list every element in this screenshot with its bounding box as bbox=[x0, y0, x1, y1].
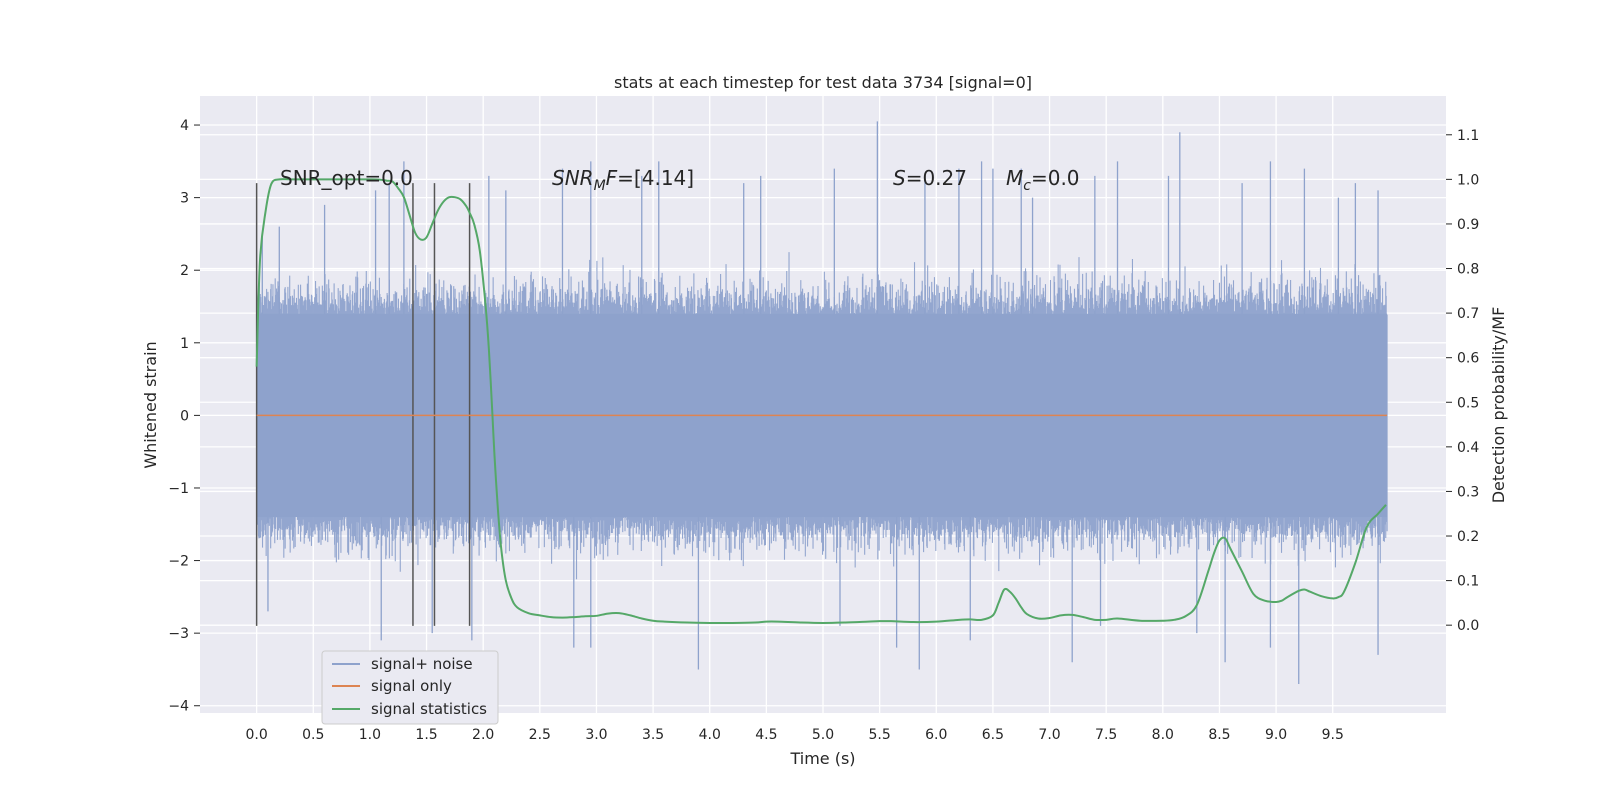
y-tick-label-left: 1 bbox=[180, 336, 189, 352]
y-axis-label-left: Whitened strain bbox=[141, 341, 160, 468]
legend-box bbox=[321, 650, 499, 725]
y-tick-labels-left: 4 3 2 1 0 −1 −2 −3 −4 bbox=[168, 118, 189, 715]
x-tick-label: 1.5 bbox=[415, 727, 437, 743]
x-tick-label: 3.5 bbox=[642, 727, 664, 743]
x-tick-label: 5.0 bbox=[812, 727, 834, 743]
x-tick-label: 0.5 bbox=[302, 727, 324, 743]
x-tick-label: 0.0 bbox=[246, 727, 268, 743]
legend-label-signal-noise: signal+ noise bbox=[371, 655, 473, 673]
y-tick-label-right: 1.0 bbox=[1457, 172, 1479, 188]
x-tick-label: 6.0 bbox=[925, 727, 947, 743]
x-tick-label: 4.0 bbox=[699, 727, 721, 743]
x-tick-labels: 0.0 0.5 1.0 1.5 2.0 2.5 3.0 3.5 4.0 4.5 5.0 5.5 6.0 6… bbox=[246, 727, 1344, 743]
y-tick-label-left: 3 bbox=[180, 191, 189, 207]
x-tick-label: 8.5 bbox=[1208, 727, 1230, 743]
y-tick-label-right: 0.4 bbox=[1457, 440, 1479, 456]
x-tick-label: 3.0 bbox=[585, 727, 607, 743]
y-tick-label-right: 0.5 bbox=[1457, 395, 1479, 411]
y-tick-label-left: −4 bbox=[168, 699, 189, 715]
y-tick-label-right: 0.6 bbox=[1457, 351, 1479, 367]
y-tick-label-left: 4 bbox=[180, 118, 189, 134]
x-tick-label: 8.0 bbox=[1152, 727, 1174, 743]
legend-label-signal-statistics: signal statistics bbox=[371, 700, 487, 718]
y-tick-labels-right: 1.1 1.0 0.9 0.8 0.7 0.6 0.5 0.4 0.3 0.2 0.1 0.0 bbox=[1457, 128, 1479, 634]
x-tick-label: 2.5 bbox=[529, 727, 551, 743]
y-tick-label-right: 0.0 bbox=[1457, 618, 1479, 634]
x-tick-label: 6.5 bbox=[982, 727, 1004, 743]
y-tick-label-right: 0.3 bbox=[1457, 484, 1479, 500]
y-tick-label-right: 0.1 bbox=[1457, 574, 1479, 590]
x-tick-label: 5.5 bbox=[869, 727, 891, 743]
y-tick-label-right: 0.8 bbox=[1457, 262, 1479, 278]
x-tick-label: 7.5 bbox=[1095, 727, 1117, 743]
x-tick-label: 9.0 bbox=[1265, 727, 1287, 743]
annotation-snr-mf: SNRMF=[4.14] bbox=[552, 166, 694, 194]
x-axis-label: Time (s) bbox=[789, 749, 855, 768]
y-tick-label-right: 1.1 bbox=[1457, 128, 1479, 144]
y-tick-label-left: −1 bbox=[168, 481, 189, 497]
vertical-markers bbox=[255, 183, 471, 626]
x-tick-label: 2.0 bbox=[472, 727, 494, 743]
y-tick-label-right: 0.9 bbox=[1457, 217, 1479, 233]
x-tick-label: 1.0 bbox=[359, 727, 381, 743]
y-tick-label-right: 0.2 bbox=[1457, 529, 1479, 545]
y-tick-label-left: 0 bbox=[180, 408, 189, 424]
y-tick-label-right: 0.7 bbox=[1457, 306, 1479, 322]
x-tick-label: 4.5 bbox=[755, 727, 777, 743]
annotation-s: S=0.27 bbox=[893, 166, 967, 190]
legend-label-signal-only: signal only bbox=[371, 677, 452, 695]
annotation-snr-opt: SNR_opt=0.0 bbox=[280, 166, 413, 190]
legend: signal+ noise signal only signal statist… bbox=[321, 650, 499, 725]
chart-title: stats at each timestep for test data 373… bbox=[614, 73, 1032, 92]
y-tick-label-left: 2 bbox=[180, 263, 189, 279]
x-tick-label: 7.0 bbox=[1038, 727, 1060, 743]
series-signal-statistics bbox=[255, 178, 1387, 625]
y-tick-label-left: −3 bbox=[168, 626, 189, 642]
x-tick-label: 9.5 bbox=[1322, 727, 1344, 743]
y-tick-label-left: −2 bbox=[168, 554, 189, 570]
annotation-mc: Mc=0.0 bbox=[1006, 166, 1080, 194]
y-axis-label-right: Detection probability/MF bbox=[1489, 307, 1508, 504]
